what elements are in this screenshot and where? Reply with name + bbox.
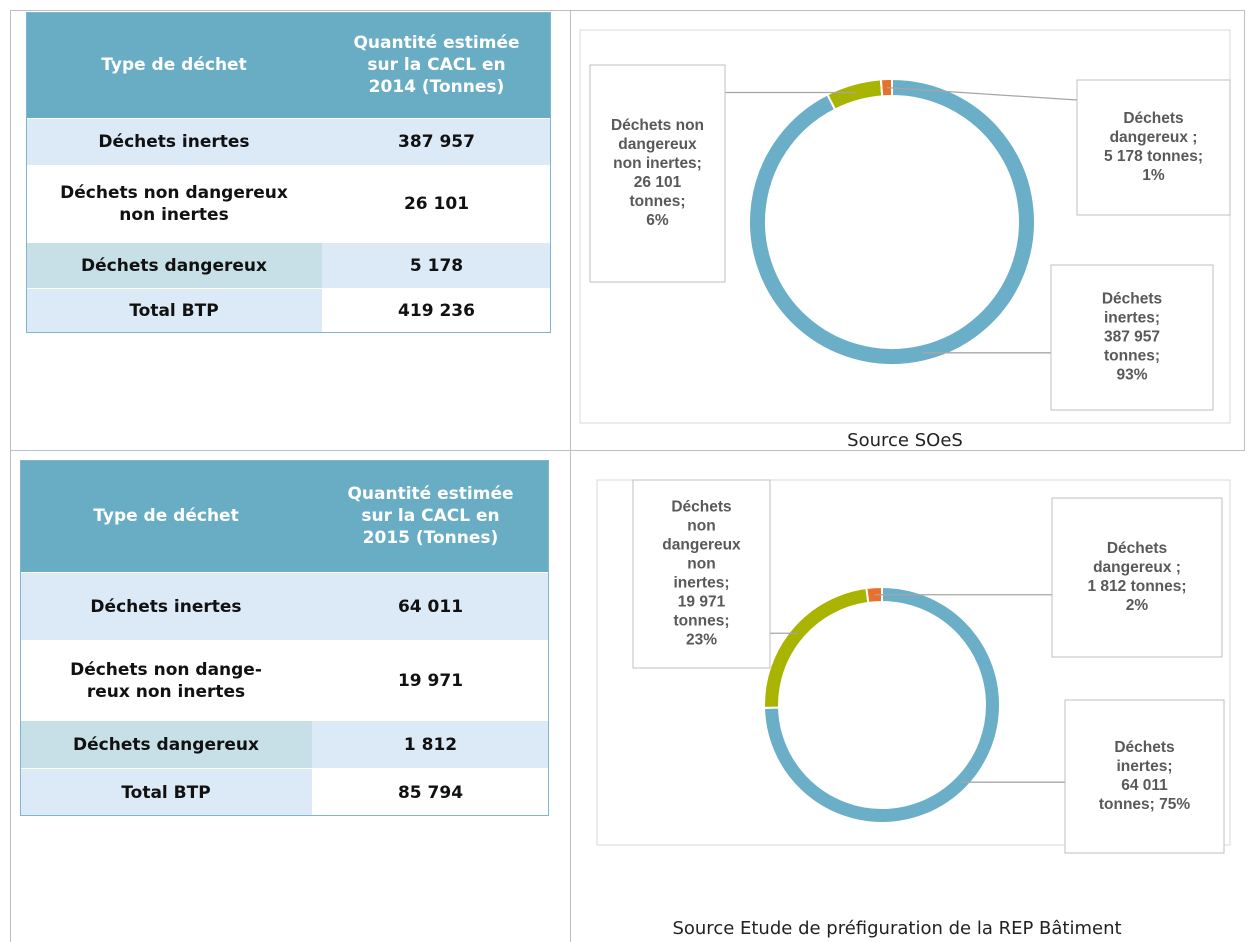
table-cell: Déchets dangereux — [26, 242, 322, 288]
source-note: Source SOeS — [847, 430, 963, 451]
table-cell: 26 101 — [322, 165, 551, 242]
table-cell: 85 794 — [312, 768, 549, 816]
donut-slice — [879, 77, 893, 98]
slice-label: tonnes; — [630, 193, 686, 210]
donut-slice — [865, 585, 883, 605]
table-cell: 387 957 — [322, 118, 551, 165]
slice-label: dangereux ; — [1093, 559, 1181, 576]
donut-slice — [748, 77, 1036, 366]
chart-frame — [579, 29, 1231, 424]
slice-label: 23% — [686, 632, 717, 649]
chart-frame — [596, 479, 1231, 846]
table-header: Quantité estimée sur la CACL en 2015 (To… — [312, 460, 549, 572]
rule — [570, 10, 571, 942]
slice-label: non — [687, 518, 715, 535]
label-box — [1076, 79, 1231, 216]
slice-label: tonnes; — [1104, 348, 1160, 365]
slice-label: Déchets non — [611, 117, 704, 134]
label-box — [1064, 699, 1225, 854]
table-header: Type de déchet — [20, 460, 312, 572]
table-border — [20, 460, 549, 816]
table-cell: 1 812 — [312, 720, 549, 768]
slice-label: inertes; — [674, 575, 730, 592]
table-cell: 64 011 — [312, 572, 549, 640]
slice-label: 64 011 — [1121, 777, 1168, 794]
donut-slice — [826, 78, 884, 111]
slice-label: dangereux — [618, 136, 697, 153]
table-cell: Total BTP — [26, 288, 322, 333]
slice-label: tonnes; 75% — [1099, 796, 1191, 813]
slice-label: dangereux ; — [1110, 129, 1198, 146]
slice-label: non — [687, 556, 715, 573]
table-header: Quantité estimée sur la CACL en 2014 (To… — [322, 12, 551, 118]
rule — [10, 10, 1245, 11]
slice-label: Déchets — [1123, 110, 1183, 127]
table-cell: Déchets non dangereux non inertes — [26, 165, 322, 242]
label-box — [589, 64, 726, 283]
donut-slice — [763, 586, 870, 709]
slice-label: Déchets — [1102, 291, 1162, 308]
leader-line — [886, 86, 1078, 101]
table-border — [26, 12, 551, 333]
table-header: Type de déchet — [26, 12, 322, 118]
slice-label: 26 101 — [634, 174, 682, 191]
table-cell: 19 971 — [312, 640, 549, 720]
rule — [10, 450, 1245, 451]
rule — [10, 10, 11, 942]
slice-label: dangereux — [662, 537, 741, 554]
table-cell: 5 178 — [322, 242, 551, 288]
source-note: Source Etude de préfiguration de la REP … — [672, 918, 1122, 939]
slice-label: Déchets — [1114, 739, 1174, 756]
table-cell: Déchets inertes — [20, 572, 312, 640]
slice-label: 5 178 tonnes; — [1104, 148, 1203, 165]
slice-label: 1% — [1142, 167, 1165, 184]
label-box — [1051, 497, 1223, 658]
table-cell: Total BTP — [20, 768, 312, 816]
slice-label: 93% — [1116, 367, 1147, 384]
slice-label: tonnes; — [674, 613, 730, 630]
table-cell: Déchets inertes — [26, 118, 322, 165]
label-box — [632, 479, 771, 669]
table-cell: Déchets non dange- reux non inertes — [20, 640, 312, 720]
slice-label: 19 971 — [678, 594, 726, 611]
slice-label: 6% — [646, 212, 669, 229]
slice-label: inertes; — [1104, 310, 1160, 327]
table-cell: Déchets dangereux — [20, 720, 312, 768]
table-cell: 419 236 — [322, 288, 551, 333]
slice-label: Déchets — [1107, 540, 1167, 557]
label-box — [1050, 264, 1214, 411]
slice-label: inertes; — [1117, 758, 1173, 775]
slice-label: Déchets — [671, 499, 731, 516]
slice-label: non inertes; — [613, 155, 702, 172]
slice-label: 387 957 — [1104, 329, 1160, 346]
slice-label: 2% — [1126, 597, 1149, 614]
rule — [1244, 10, 1245, 450]
slice-label: 1 812 tonnes; — [1087, 578, 1186, 595]
